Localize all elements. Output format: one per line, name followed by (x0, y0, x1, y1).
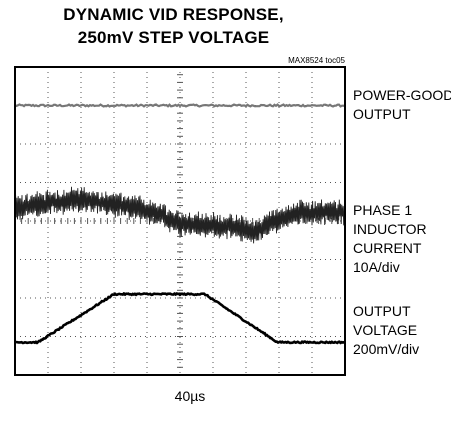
trace-output-voltage (14, 292, 346, 345)
label-inductor-current-line-3: CURRENT (353, 240, 422, 256)
label-power-good-line-2: OUTPUT (353, 106, 411, 122)
label-inductor-current: PHASE 1 INDUCTOR CURRENT 10A/div (353, 201, 427, 277)
time-per-division: 40µs (174, 388, 206, 404)
label-inductor-current-line-2: INDUCTOR (353, 221, 427, 237)
chart-title: DYNAMIC VID RESPONSE, 250mV STEP VOLTAGE (0, 3, 347, 49)
label-output-voltage: OUTPUT VOLTAGE 200mV/div (353, 302, 419, 359)
label-output-voltage-line-1: OUTPUT (353, 303, 411, 319)
label-inductor-current-line-4: 10A/div (353, 259, 400, 275)
chart-title-line-1: DYNAMIC VID RESPONSE, (63, 5, 284, 24)
figure-id: MAX8524 toc05 (288, 56, 345, 65)
label-output-voltage-line-2: VOLTAGE (353, 322, 418, 338)
label-output-voltage-line-3: 200mV/div (353, 341, 420, 357)
label-power-good: POWER-GOOD OUTPUT (353, 86, 451, 124)
plot-frame (14, 66, 346, 376)
label-power-good-line-1: POWER-GOOD (353, 87, 451, 103)
trace-inductor-current (14, 186, 346, 244)
chart-title-line-2: 250mV STEP VOLTAGE (77, 28, 270, 47)
traces (14, 103, 346, 345)
label-inductor-current-line-1: PHASE 1 (353, 202, 413, 218)
trace-power-good (14, 103, 346, 108)
